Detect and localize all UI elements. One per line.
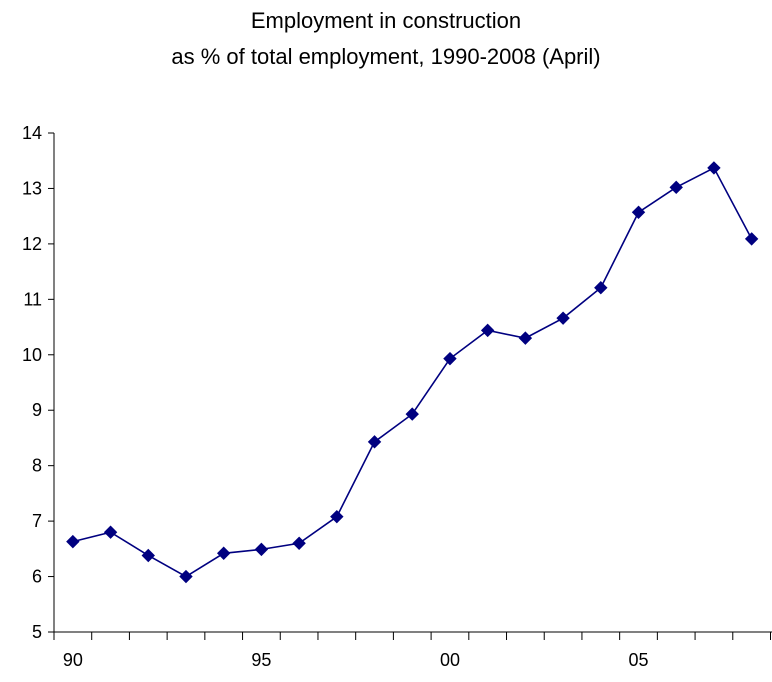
y-tick-label-10: 10	[22, 345, 42, 365]
data-point-1993	[179, 569, 193, 584]
x-tick-label-00: 00	[440, 650, 460, 670]
chart-title-line-1: Employment in construction	[250, 8, 522, 33]
y-tick-label-14: 14	[22, 123, 42, 143]
chart-title-line-2: as % of total employment, 1990-2008 (Apr…	[171, 44, 601, 69]
data-point-1995	[254, 542, 269, 557]
data-point-2005	[631, 205, 646, 219]
x-tick-label-90: 90	[63, 650, 83, 670]
data-point-2001	[480, 323, 495, 338]
data-point-2007	[707, 161, 721, 175]
y-tick-label-8: 8	[32, 456, 42, 476]
data-point-1999	[405, 407, 419, 421]
data-point-1992	[141, 548, 155, 563]
y-tick-label-6: 6	[32, 567, 42, 587]
y-tick-label-5: 5	[32, 622, 42, 642]
data-point-1990	[66, 534, 80, 549]
data-point-2008	[744, 232, 759, 246]
y-tick-label-13: 13	[22, 178, 42, 198]
y-tick-label-7: 7	[32, 511, 42, 531]
data-point-1994	[216, 546, 231, 560]
y-tick-label-11: 11	[23, 289, 42, 309]
x-tick-label-05: 05	[628, 650, 648, 670]
data-point-1991	[103, 525, 118, 539]
y-tick-label-9: 9	[32, 400, 42, 420]
data-point-2006	[669, 180, 683, 195]
data-point-1997	[330, 509, 344, 524]
data-point-2000	[443, 351, 457, 366]
data-point-1998	[367, 435, 382, 449]
data-point-1996	[292, 536, 306, 550]
x-tick-label-95: 95	[251, 650, 271, 670]
data-point-2004	[594, 280, 608, 295]
data-point-2002	[518, 331, 533, 345]
series-line-0	[72, 166, 753, 578]
y-tick-label-12: 12	[22, 234, 42, 254]
data-point-2003	[556, 311, 570, 325]
